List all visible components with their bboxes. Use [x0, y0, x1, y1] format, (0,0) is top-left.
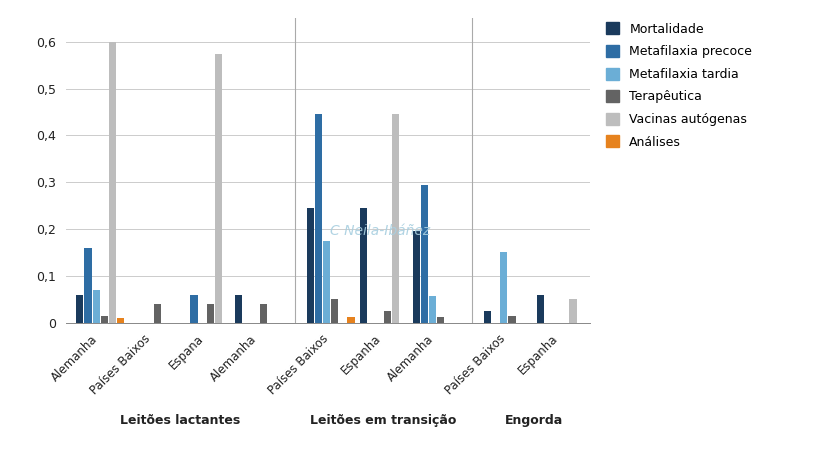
Bar [391, 114, 399, 323]
Bar [347, 317, 354, 323]
Bar [412, 231, 419, 323]
Bar [568, 299, 576, 323]
Bar [508, 316, 515, 323]
Bar [331, 299, 337, 323]
Legend: Mortalidade, Metafilaxia precoce, Metafilaxia tardia, Terapêutica, Vacinas autóg: Mortalidade, Metafilaxia precoce, Metafi… [601, 18, 755, 153]
Text: C Neila-Ibáñez: C Neila-Ibáñez [330, 225, 430, 238]
Bar [117, 318, 124, 323]
Text: Leitões lactantes: Leitões lactantes [120, 414, 240, 427]
Bar [437, 317, 444, 323]
Bar [235, 295, 242, 323]
Bar [306, 208, 314, 323]
Bar [383, 311, 391, 323]
Bar [359, 208, 366, 323]
Bar [153, 304, 161, 323]
Bar [76, 295, 84, 323]
Text: Leitões em transição: Leitões em transição [310, 414, 456, 427]
Bar [314, 114, 322, 323]
Bar [500, 253, 507, 323]
Bar [215, 53, 222, 323]
Bar [93, 290, 100, 323]
Bar [483, 311, 491, 323]
Bar [428, 296, 436, 323]
Bar [190, 295, 197, 323]
Bar [420, 184, 428, 323]
Bar [323, 241, 330, 323]
Text: Engorda: Engorda [505, 414, 563, 427]
Bar [536, 295, 543, 323]
Bar [206, 304, 214, 323]
Bar [84, 248, 92, 323]
Bar [101, 316, 108, 323]
Bar [260, 304, 266, 323]
Bar [109, 42, 116, 323]
